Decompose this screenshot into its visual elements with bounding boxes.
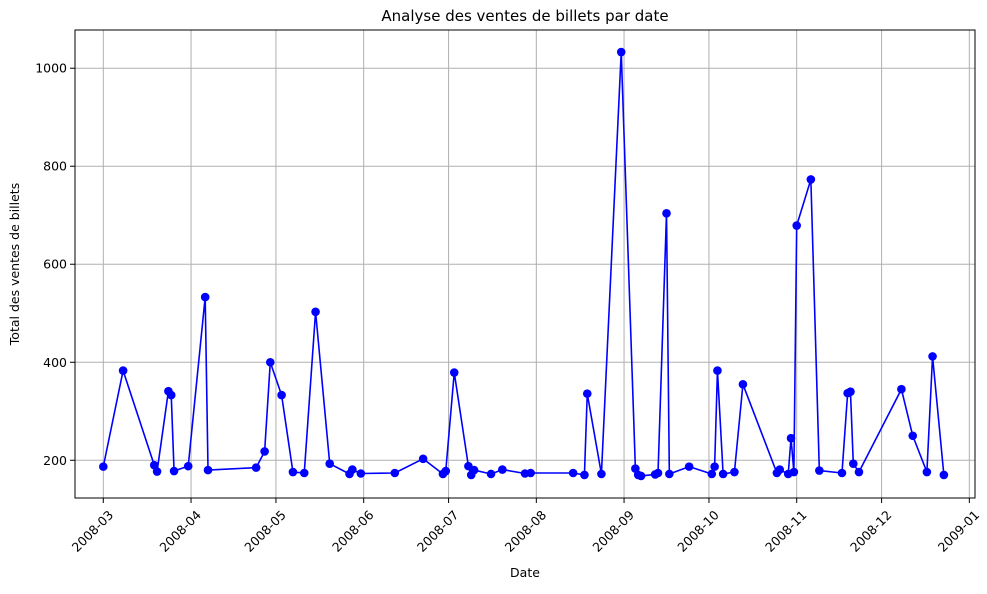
y-tick-label: 1000 [35, 61, 67, 76]
y-tick-label: 600 [43, 257, 67, 272]
y-tick-label: 400 [43, 355, 67, 370]
data-point [939, 470, 949, 480]
data-point [718, 469, 728, 479]
data-point [846, 387, 855, 396]
data-point [815, 466, 824, 475]
data-point [922, 467, 932, 477]
data-point [166, 390, 176, 400]
data-point [200, 292, 210, 302]
data-point [665, 469, 674, 479]
data-point [118, 366, 128, 375]
y-axis-label: Total des ventes de billets [7, 183, 22, 346]
data-point [710, 462, 719, 471]
data-point [325, 459, 335, 468]
data-point [449, 368, 459, 377]
series-line [102, 51, 945, 477]
data-point [498, 465, 507, 474]
grid [75, 30, 975, 498]
data-point [526, 468, 535, 478]
data-point [662, 208, 671, 218]
data-point [707, 469, 717, 479]
y-tick-label: 800 [43, 159, 67, 174]
data-point [486, 469, 496, 479]
data-point [616, 47, 626, 57]
x-axis-label: Date [510, 565, 540, 580]
data-point [597, 469, 606, 479]
series-layer [99, 47, 949, 481]
y-tick-label: 200 [43, 453, 67, 468]
data-point [311, 307, 320, 317]
data-point [738, 380, 748, 389]
data-point [775, 465, 785, 474]
data-point [636, 471, 646, 481]
data-point [713, 366, 722, 375]
data-point [908, 431, 918, 441]
data-point [849, 459, 858, 468]
data-point [837, 468, 847, 478]
data-point [169, 466, 179, 476]
data-point [390, 468, 400, 478]
data-point [260, 447, 269, 456]
data-point [288, 467, 298, 477]
data-point [356, 469, 366, 478]
data-point [684, 462, 694, 471]
data-point [653, 468, 663, 478]
data-point [152, 467, 162, 476]
data-point [203, 465, 213, 475]
data-point [928, 352, 937, 361]
data-point [183, 461, 193, 471]
data-point [277, 390, 286, 400]
data-point [580, 470, 589, 480]
data-point [789, 467, 799, 477]
data-point [792, 221, 801, 230]
data-point [469, 465, 479, 475]
data-point [418, 454, 428, 464]
data-point [786, 433, 796, 443]
data-point [806, 175, 816, 184]
data-point [348, 465, 357, 474]
data-point [299, 468, 309, 478]
data-point [582, 389, 592, 398]
data-point [265, 357, 275, 367]
chart-title: Analyse des ventes de billets par date [381, 7, 668, 25]
data-point [99, 462, 108, 471]
data-point [730, 467, 739, 477]
data-point [441, 466, 451, 476]
data-point [897, 384, 906, 394]
data-point [568, 468, 578, 478]
data-point [854, 467, 864, 477]
data-point [251, 463, 261, 472]
